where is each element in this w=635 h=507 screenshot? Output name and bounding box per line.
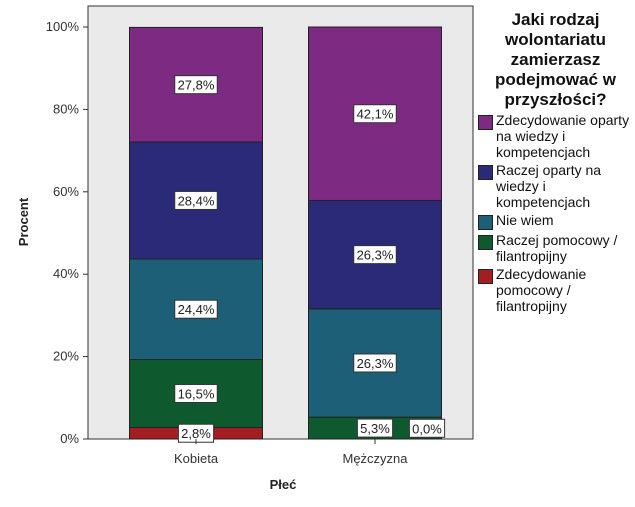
chart-plot: 0% 20% 40% 60% 80% 100% 2,8% 16,5% 24,4% 28,4% 27… (16, 5, 474, 492)
bars-group: 2,8% 16,5% 24,4% 28,4% 27,8% 0,0% 5,3% 26,3% 26,… (129, 26, 446, 443)
data-label: 26,3% (357, 356, 394, 371)
data-label: 16,5% (178, 386, 215, 401)
legend-swatch (478, 165, 493, 180)
data-label: 2,8% (181, 426, 211, 441)
data-label: 24,4% (178, 302, 215, 317)
data-label: 42,1% (357, 107, 394, 122)
legend-item: Raczej oparty na wiedzy i kompetencjach (478, 162, 633, 210)
y-axis-title: Procent (16, 197, 31, 246)
legend-swatch (478, 235, 493, 250)
legend-swatch (478, 215, 493, 230)
data-label: 28,4% (178, 193, 215, 208)
y-tick-label: 0% (60, 431, 79, 446)
data-label-box (408, 418, 446, 438)
y-tick-label: 20% (53, 349, 79, 364)
legend-swatch (478, 269, 493, 284)
legend-item: Zdecydowanie oparty na wiedzy i kompeten… (478, 112, 633, 160)
data-label-box (174, 75, 218, 95)
legend-item: Nie wiem (478, 212, 633, 230)
legend: Jaki rodzaj wolontariatu zamierzasz pode… (478, 10, 633, 314)
data-label-box (353, 104, 397, 124)
legend-label: Zdecydowanie pomocowy / filantropijny (496, 266, 587, 314)
x-axis-title: Płeć (270, 477, 297, 492)
x-tick-label: Mężczyzna (342, 451, 408, 466)
data-label: 0,0% (412, 421, 442, 436)
legend-label: Nie wiem (496, 212, 554, 228)
data-label: 5,3% (360, 421, 390, 436)
data-label: 26,3% (357, 248, 394, 263)
legend-item: Zdecydowanie pomocowy / filantropijny (478, 266, 633, 314)
data-label-box (353, 353, 397, 373)
y-tick-label: 40% (53, 266, 79, 281)
data-label-box (174, 190, 218, 210)
y-tick-label: 100% (46, 19, 80, 34)
data-label-box (353, 245, 397, 265)
y-tick-label: 60% (53, 184, 79, 199)
data-label-box (356, 418, 394, 438)
legend-label: Zdecydowanie oparty na wiedzy i kompeten… (496, 112, 630, 160)
x-tick-label: Kobieta (174, 451, 219, 466)
legend-items: Zdecydowanie oparty na wiedzy i kompeten… (478, 112, 633, 314)
legend-label: Raczej oparty na wiedzy i kompetencjach (496, 162, 602, 210)
legend-title: Jaki rodzaj wolontariatu zamierzasz pode… (495, 10, 616, 109)
legend-item: Raczej pomocowy / filantropijny (478, 232, 633, 264)
legend-swatch (478, 115, 493, 130)
data-label-box (174, 299, 218, 319)
data-label-box (174, 383, 218, 403)
y-tick-label: 80% (53, 101, 79, 116)
y-axis: 0% 20% 40% 60% 80% 100% (46, 19, 88, 446)
x-axis: Kobieta Mężczyzna (174, 439, 408, 466)
data-label: 27,8% (178, 78, 215, 93)
legend-label: Raczej pomocowy / filantropijny (496, 232, 618, 264)
